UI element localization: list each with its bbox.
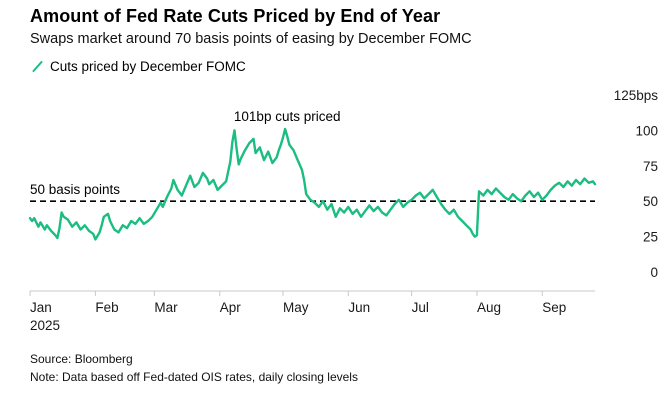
legend: Cuts priced by December FOMC: [31, 59, 246, 74]
x-axis: Jan Feb Mar Apr May Jun Jul Aug Sep: [0, 300, 664, 318]
y-tick-label: 50: [643, 194, 658, 209]
source-note: Source: Bloomberg: [30, 352, 133, 366]
series-line: [28, 127, 597, 241]
chart-canvas: 50 basis points 101bp cuts priced 125bps 10…: [28, 88, 659, 296]
y-tick-label: 100: [635, 123, 658, 138]
x-tick-label: Aug: [476, 300, 501, 315]
y-tick-label: 25: [643, 230, 658, 245]
legend-line-icon: [32, 61, 43, 72]
x-tick-label: Sep: [542, 300, 567, 315]
data-note: Note: Data based off Fed-dated OIS rates…: [30, 370, 358, 384]
y-tick-label: 125bps: [614, 88, 659, 103]
page-title: Amount of Fed Rate Cuts Priced by End of…: [30, 6, 441, 26]
x-axis-year-label: 2025: [30, 318, 61, 333]
reference-line-label: 50 basis points: [30, 182, 120, 197]
x-tick-label: Jan: [30, 300, 52, 315]
x-tick-label: May: [282, 300, 309, 315]
y-tick-label: 0: [650, 265, 658, 280]
annotation-label: 101bp cuts priced: [234, 109, 341, 124]
legend-label: Cuts priced by December FOMC: [50, 59, 246, 74]
x-tick-label: Mar: [154, 300, 178, 315]
chart-subtitle: Swaps market around 70 basis points of e…: [30, 31, 472, 47]
x-tick-label: Apr: [219, 300, 241, 315]
x-tick-label: Jul: [411, 300, 429, 315]
x-tick-label: Jun: [348, 300, 371, 315]
y-tick-label: 75: [643, 159, 658, 174]
x-tick-label: Feb: [95, 300, 119, 315]
